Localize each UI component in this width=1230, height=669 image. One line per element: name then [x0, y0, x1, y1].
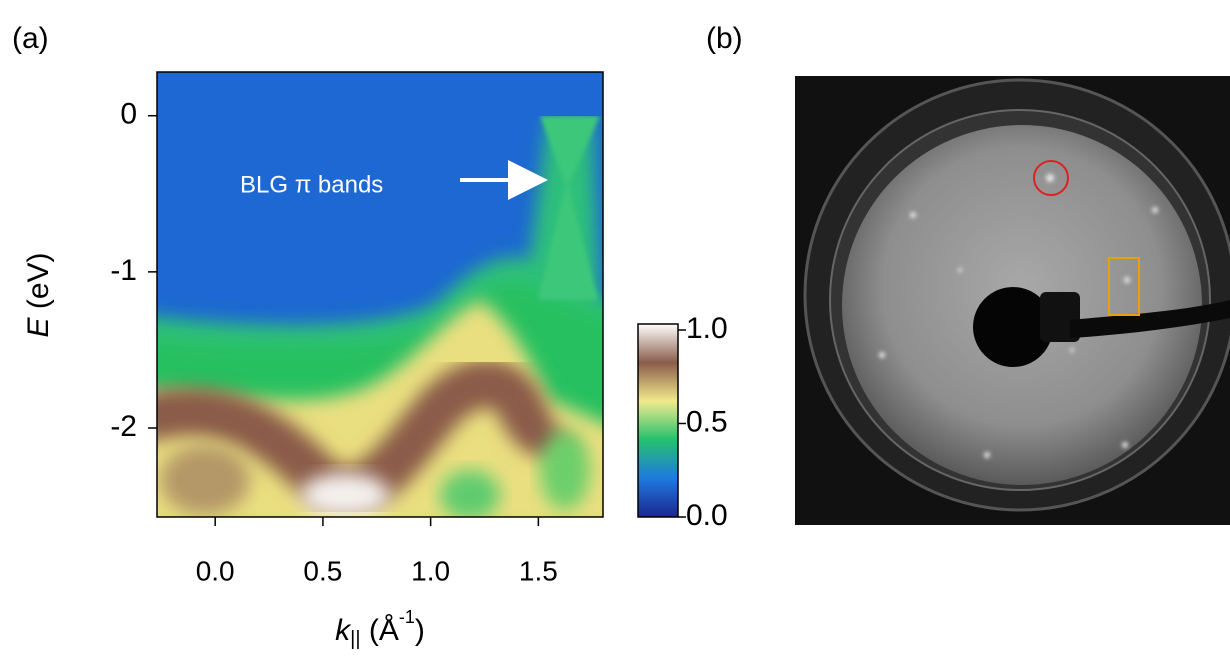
x-label-unit: (Å	[369, 614, 399, 647]
heatmap	[140, 60, 620, 530]
x-tick-label: 1.0	[411, 555, 450, 586]
colorbar-tick-label: 0.5	[686, 405, 728, 438]
colorbar-tick-label: 1.0	[686, 312, 728, 345]
y-label-symbol: E	[22, 317, 55, 338]
panel-label: (a)	[12, 22, 49, 55]
y-label-unit: (eV)	[22, 252, 55, 309]
x-axis-label: k|| (Å-1)	[335, 607, 425, 651]
y-tick-label: 0	[120, 98, 137, 131]
x-tick-label: 0.5	[303, 555, 342, 586]
x-tick-label: 0.0	[196, 555, 235, 586]
leed-image	[795, 76, 1230, 525]
annotation: BLG π bands	[240, 171, 383, 198]
colorbar-tick-label: 0.0	[686, 499, 728, 532]
x-label-subscript: ||	[350, 628, 360, 650]
x-label-superscript: -1	[399, 607, 415, 627]
x-tick-label: 1.5	[519, 555, 558, 586]
y-tick-label: -1	[110, 254, 137, 287]
figure: (a) (b) BLG π bands E (eV) k|| (Å-1)	[0, 0, 1230, 664]
colorbar	[638, 324, 678, 517]
y-tick-label: -2	[110, 410, 137, 443]
panel-label: (b)	[706, 22, 743, 55]
x-label-close: )	[415, 614, 425, 647]
y-axis-label: E (eV)	[22, 252, 55, 337]
